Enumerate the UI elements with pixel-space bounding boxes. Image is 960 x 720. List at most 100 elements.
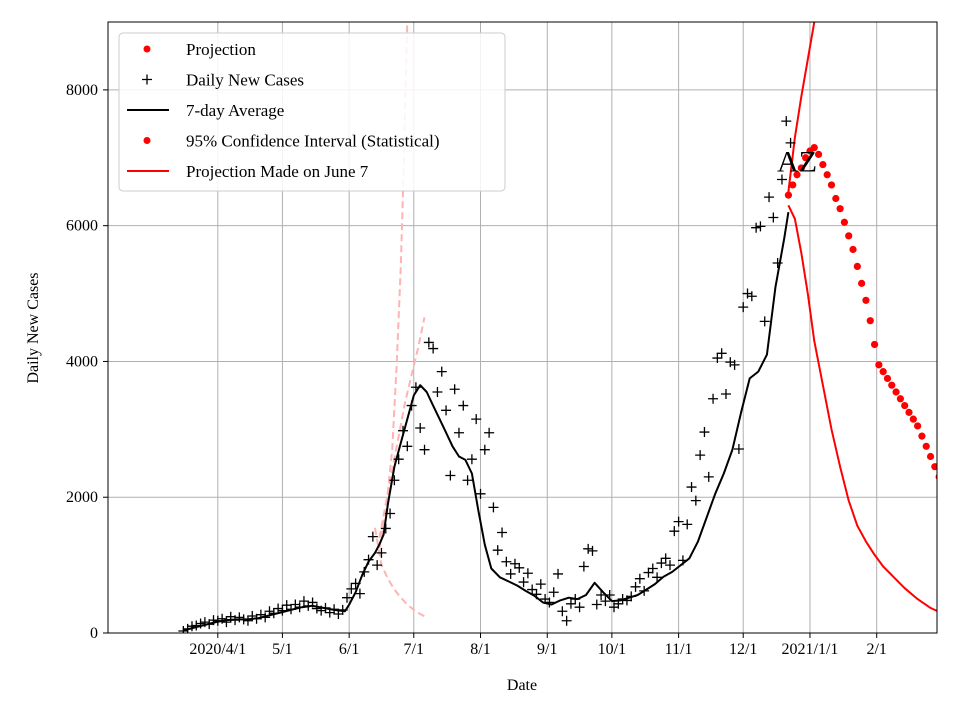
- daily-case-marker: [596, 589, 607, 600]
- daily-case-marker: [639, 585, 650, 596]
- projection-point: [840, 218, 849, 226]
- daily-case-marker: [178, 625, 189, 633]
- projection-point: [926, 452, 935, 461]
- daily-case-marker: [436, 366, 447, 377]
- x-tick-label: 7/1: [404, 641, 424, 658]
- legend-label: Projection Made on June 7: [186, 162, 369, 181]
- daily-case-marker: [402, 441, 413, 452]
- daily-case-marker: [428, 343, 439, 354]
- daily-case-marker: [311, 603, 322, 614]
- daily-case-marker: [690, 495, 701, 506]
- daily-case-marker: [329, 604, 340, 615]
- daily-case-marker: [497, 527, 508, 538]
- projection-point: [870, 340, 879, 349]
- legend-label: Projection: [186, 40, 256, 59]
- daily-case-marker: [561, 615, 572, 626]
- legend-box: [118, 32, 506, 192]
- daily-case-marker: [664, 560, 675, 571]
- daily-case-marker: [746, 291, 757, 302]
- series-line-early-projection-lower: [374, 527, 428, 619]
- daily-case-marker: [565, 598, 576, 609]
- x-tick-label: 2021/1/1: [782, 641, 839, 658]
- daily-case-marker: [234, 612, 245, 623]
- projection-point: [789, 181, 797, 189]
- daily-case-marker: [410, 382, 421, 393]
- x-tick-label: 5/1: [272, 641, 292, 658]
- daily-case-marker: [432, 386, 443, 397]
- projection-point: [823, 171, 831, 179]
- daily-case-marker: [785, 137, 796, 148]
- daily-case-marker: [759, 316, 770, 327]
- daily-case-marker: [557, 606, 568, 617]
- projection-point: [953, 511, 960, 518]
- daily-case-marker: [781, 116, 792, 127]
- daily-case-marker: [273, 603, 284, 614]
- series-line-projection-made-on-june-7: [787, 204, 937, 613]
- daily-case-marker: [445, 470, 456, 481]
- daily-case-marker: [686, 482, 697, 493]
- daily-case-marker: [720, 389, 731, 400]
- daily-case-marker: [484, 427, 495, 438]
- daily-case-marker: [294, 602, 305, 613]
- y-tick-label: 6000: [66, 218, 98, 235]
- projection-point: [814, 150, 823, 158]
- daily-case-marker: [264, 606, 275, 617]
- daily-case-marker: [669, 526, 680, 537]
- daily-case-marker: [677, 555, 688, 566]
- daily-case-marker: [570, 594, 581, 605]
- projection-point: [827, 181, 836, 189]
- daily-case-marker: [350, 578, 361, 589]
- projection-point: [849, 245, 857, 254]
- daily-case-marker: [505, 568, 516, 579]
- series-line-early-projection-central: [378, 317, 426, 539]
- daily-case-marker: [755, 221, 766, 232]
- daily-case-marker: [320, 602, 331, 613]
- daily-case-marker: [251, 613, 262, 624]
- legend-entry: Projection Made on June 7: [127, 162, 369, 181]
- projection-point: [896, 395, 904, 403]
- daily-case-marker: [406, 400, 417, 411]
- daily-case-marker: [600, 596, 611, 607]
- daily-case-marker: [337, 604, 348, 615]
- projection-point: [875, 361, 883, 369]
- projection-point: [862, 296, 870, 304]
- daily-case-marker: [359, 566, 370, 577]
- daily-case-marker: [346, 583, 357, 594]
- y-tick-label: 4000: [66, 353, 98, 370]
- daily-case-marker: [298, 596, 309, 607]
- daily-case-marker: [354, 588, 365, 599]
- projection-point: [944, 494, 951, 501]
- projection-point: [810, 143, 818, 152]
- daily-case-marker: [613, 598, 624, 609]
- daily-case-marker: [587, 545, 598, 556]
- daily-case-marker: [725, 357, 736, 368]
- daily-case-marker: [419, 444, 430, 455]
- daily-case-marker: [626, 591, 637, 602]
- legend-label: 7-day Average: [186, 101, 284, 120]
- y-tick-label: 2000: [66, 489, 98, 506]
- projection-point: [836, 205, 844, 213]
- series-line-projection-upper: [787, 22, 816, 192]
- daily-case-marker: [453, 427, 464, 438]
- x-axis-label: Date: [507, 677, 537, 694]
- projection-point: [866, 317, 874, 325]
- projection-point: [940, 483, 947, 490]
- series-line-7-day-average: [183, 211, 790, 632]
- daily-case-marker: [535, 579, 546, 590]
- daily-case-marker: [548, 587, 559, 598]
- daily-case-marker: [738, 302, 749, 313]
- daily-case-marker: [372, 560, 383, 571]
- daily-case-marker: [458, 400, 469, 411]
- daily-case-marker: [367, 531, 378, 542]
- daily-case-marker: [742, 288, 753, 299]
- state-label: AZ: [777, 145, 817, 178]
- daily-case-marker: [199, 617, 210, 628]
- daily-case-marker: [333, 608, 344, 619]
- daily-case-marker: [389, 475, 400, 486]
- daily-case-marker: [751, 222, 762, 233]
- daily-case-marker: [376, 547, 387, 558]
- daily-case-marker: [699, 427, 710, 438]
- daily-case-marker: [522, 568, 533, 579]
- daily-case-marker: [307, 597, 318, 608]
